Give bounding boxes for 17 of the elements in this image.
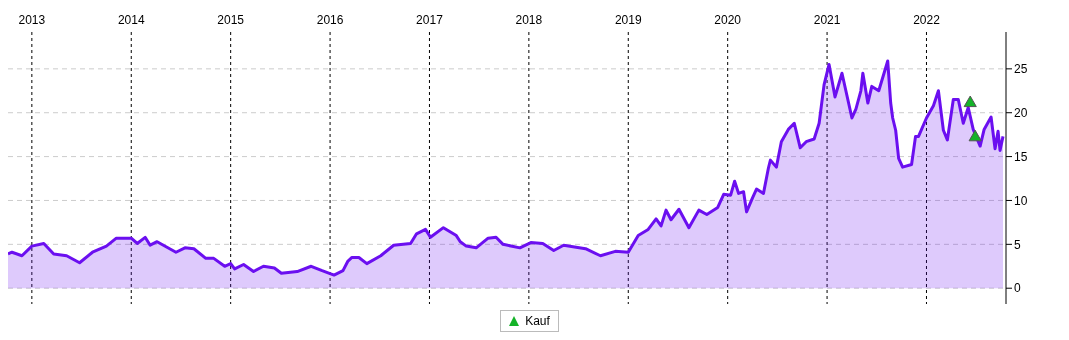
x-tick-label: 2016 [316, 13, 344, 27]
y-tick-label: 15 [1014, 149, 1028, 164]
x-tick-label: 2022 [913, 13, 941, 27]
y-tick-label: 20 [1014, 105, 1028, 120]
x-tick-label: 2020 [714, 13, 742, 27]
x-tick-label: 2021 [813, 13, 841, 27]
x-tick-label: 2015 [217, 13, 245, 27]
x-tick-label: 2014 [117, 13, 145, 27]
y-tick-label: 5 [1014, 237, 1021, 252]
x-tick-label: 2017 [416, 13, 444, 27]
y-tick-label: 25 [1014, 62, 1028, 77]
x-tick-label: 2013 [18, 13, 46, 27]
x-tick-label: 2019 [614, 13, 642, 27]
x-tick-label: 2018 [515, 13, 543, 27]
y-tick-label: 10 [1014, 193, 1028, 208]
legend-label: Kauf [525, 314, 550, 328]
y-tick-label: 0 [1014, 281, 1021, 296]
